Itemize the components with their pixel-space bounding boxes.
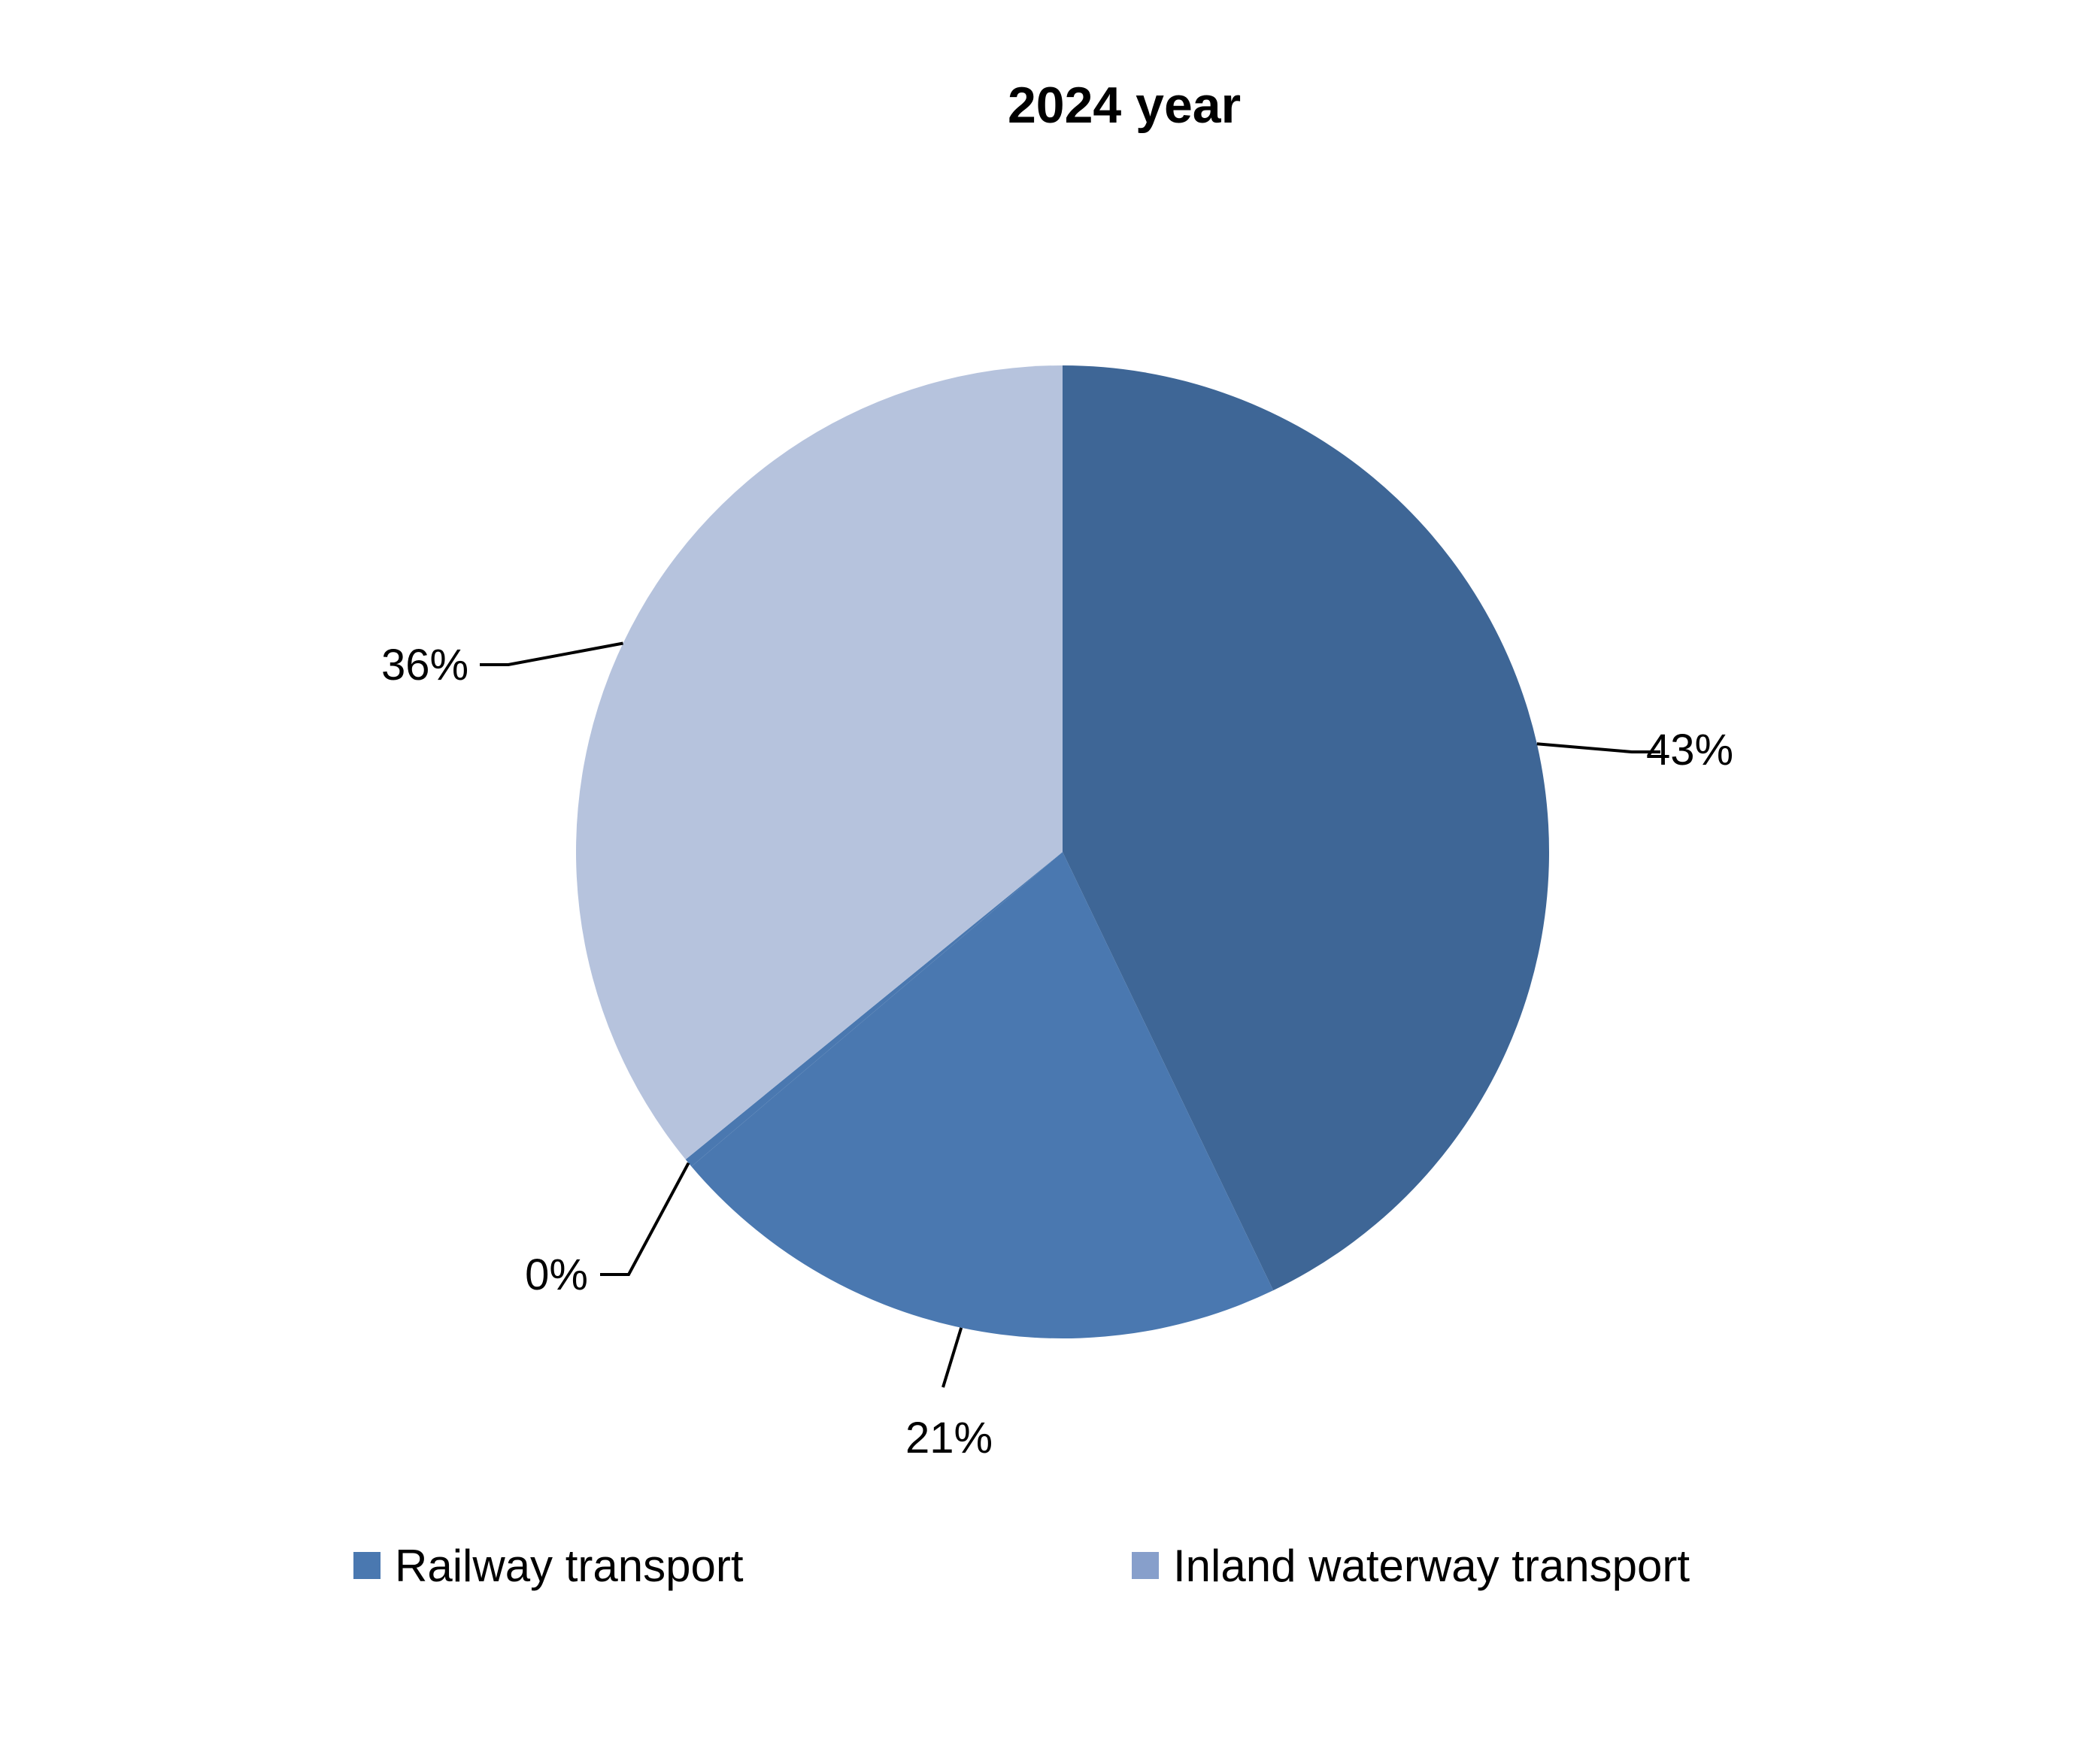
legend: Railway transport Inland waterway transpo… xyxy=(353,1541,1690,1591)
leader-line-2 xyxy=(941,1327,963,1388)
legend-label-2: Inland waterway transport xyxy=(1173,1541,1690,1591)
pie-slices xyxy=(576,365,1550,1339)
leader-line-4 xyxy=(480,641,623,666)
pie-slice-1 xyxy=(1063,365,1550,1291)
legend-label-1: Railway transport xyxy=(395,1541,744,1591)
pie-slice-4 xyxy=(576,365,1063,1160)
data-label-2: 21% xyxy=(905,1414,993,1462)
data-label-1: 43% xyxy=(1646,726,1733,774)
legend-swatch-2 xyxy=(1132,1552,1159,1579)
pie-slice-3 xyxy=(685,852,1063,1167)
data-label-4: 36% xyxy=(381,641,468,690)
leader-line-1 xyxy=(1536,742,1660,753)
data-labels: 43% 21% 0% 36% xyxy=(381,641,1733,1462)
data-label-3: 0% xyxy=(525,1250,588,1299)
leader-line-3 xyxy=(600,1162,690,1276)
pie-slice-2 xyxy=(691,852,1274,1339)
legend-swatch-1 xyxy=(353,1552,381,1579)
chart-title: 2024 year xyxy=(1008,77,1241,134)
leader-lines xyxy=(480,641,1660,1388)
